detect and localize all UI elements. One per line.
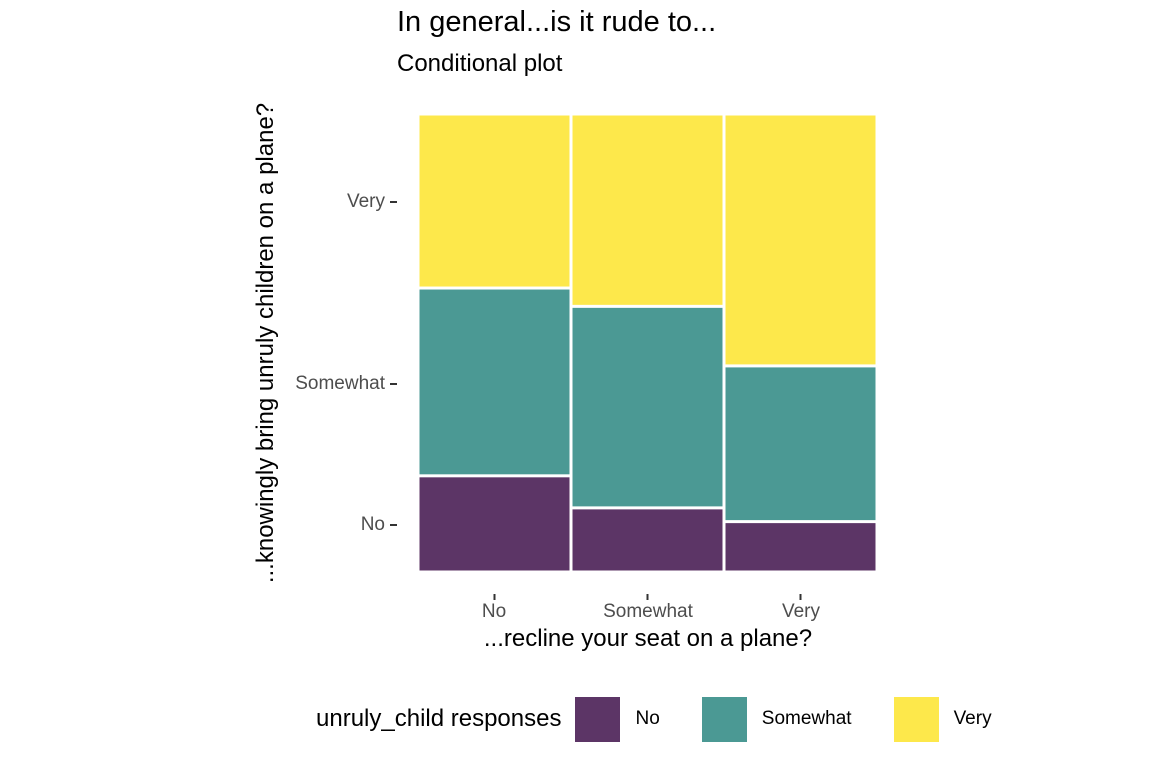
x-tick-label-very: Very — [781, 601, 821, 622]
legend-item-no: No — [575, 696, 701, 742]
mosaic-cell-very-no — [725, 523, 876, 571]
legend-label-very: Very — [953, 708, 992, 729]
chart-title: In general...is it rude to... — [397, 6, 717, 38]
legend-title: unruly_child responses — [316, 705, 562, 732]
mosaic-cell-somewhat-very — [572, 115, 723, 305]
mosaic-cell-no-no — [419, 477, 570, 571]
mosaic-cell-no-very — [419, 115, 570, 287]
legend-key-no — [575, 696, 621, 742]
legend-key-very — [893, 696, 939, 742]
mosaic-cell-very-very — [725, 115, 876, 365]
y-tick-label-very: Very — [346, 191, 385, 212]
y-tick-label-no: No — [360, 514, 385, 535]
legend-item-somewhat: Somewhat — [701, 696, 894, 742]
legend-key-somewhat — [701, 696, 747, 742]
legend-label-no: No — [635, 708, 660, 729]
x-tick-label-somewhat: Somewhat — [603, 601, 693, 622]
chart-subtitle: Conditional plot — [397, 50, 563, 77]
x-tick-label-no: No — [481, 601, 507, 622]
mosaic-cell-somewhat-somewhat — [572, 307, 723, 507]
mosaic-cell-very-somewhat — [725, 367, 876, 521]
legend-label-somewhat: Somewhat — [761, 708, 852, 729]
y-tick-label-somewhat: Somewhat — [295, 373, 385, 394]
mosaic-cell-somewhat-no — [572, 509, 723, 571]
legend: unruly_child responses No Somewhat Very — [316, 696, 1034, 742]
x-axis-label: ...recline your seat on a plane? — [483, 625, 813, 652]
legend-item-very: Very — [893, 696, 1034, 742]
mosaic-cell-no-somewhat — [419, 289, 570, 475]
